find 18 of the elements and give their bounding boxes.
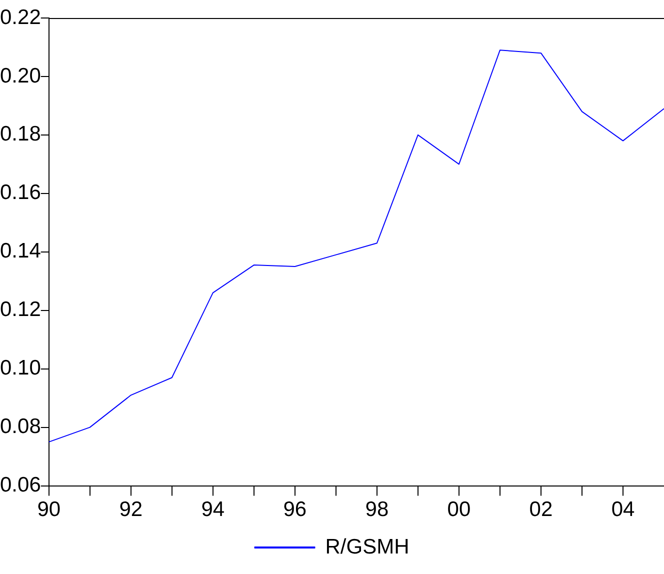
x-tick-label: 96 — [283, 498, 307, 522]
x-tick-label: 00 — [447, 498, 471, 522]
x-tick-label: 98 — [365, 498, 389, 522]
y-tick-label: 0.20 — [0, 64, 41, 88]
y-tick-label: 0.16 — [0, 181, 41, 204]
y-tick-label: 0.08 — [0, 415, 41, 438]
legend-label: R/GSMH — [325, 535, 410, 558]
x-tick-label: 02 — [529, 498, 553, 522]
y-tick-label: 0.06 — [0, 474, 41, 497]
y-tick-label: 0.18 — [0, 122, 41, 146]
y-tick-label: 0.12 — [0, 298, 41, 322]
x-tick-label: 90 — [37, 498, 61, 522]
x-tick-label: 94 — [201, 498, 225, 522]
y-tick-label: 0.14 — [0, 240, 42, 263]
x-tick-label: 92 — [119, 498, 143, 522]
x-tick-label: 04 — [611, 498, 635, 522]
y-tick-label: 0.22 — [0, 6, 41, 29]
y-tick-label: 0.10 — [0, 356, 41, 380]
